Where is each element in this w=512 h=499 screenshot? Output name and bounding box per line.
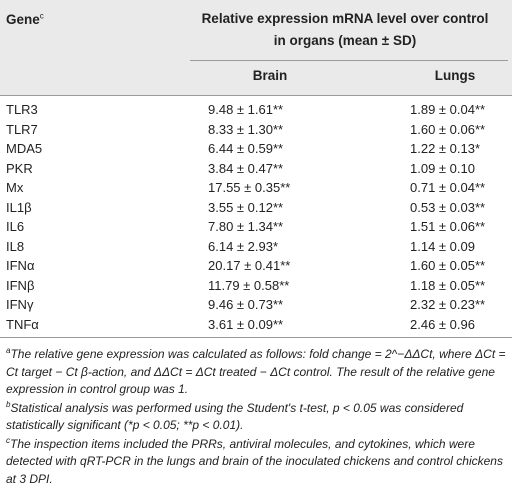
brain-cell: 7.80 ± 1.34** (208, 219, 284, 234)
gene-cell: IL8 (6, 238, 25, 254)
table-row: IFNβ 11.79 ± 0.58** 1.18 ± 0.05** (0, 276, 512, 296)
footnote-mark: b (6, 399, 11, 409)
table-header-band (0, 0, 512, 95)
header-divider (190, 60, 508, 61)
gene-cell: TLR3 (6, 102, 38, 117)
footnote-text: Statistical analysis was performed using… (6, 400, 464, 433)
brain-cell: 11.79 ± 0.58** (208, 277, 290, 293)
brain-cell: 8.33 ± 1.30** (208, 121, 284, 137)
lungs-cell: 0.71 ± 0.04** (410, 180, 486, 195)
lungs-cell: 1.60 ± 0.05** (410, 258, 486, 273)
brain-cell: 9.48 ± 1.61** (208, 102, 284, 117)
gene-header-label: Gene (6, 12, 40, 27)
footnote-c: cThe inspection items included the PRRs,… (0, 436, 512, 489)
brain-cell: 6.44 ± 0.59** (208, 141, 284, 156)
lungs-column-header: Lungs (434, 68, 476, 83)
table-row: TNFα 3.61 ± 0.09** 2.46 ± 0.96 (0, 315, 512, 335)
table-row: IFNγ 9.46 ± 0.73** 2.32 ± 0.23** (0, 295, 512, 315)
footnote-text: The relative gene expression was calcula… (6, 347, 506, 396)
lungs-cell: 1.51 ± 0.06** (410, 219, 486, 234)
table-row: IL8 6.14 ± 2.93* 1.14 ± 0.09 (0, 237, 512, 257)
table-top-rule (0, 95, 512, 96)
table-bottom-rule (0, 337, 512, 338)
table-footnotes: aThe relative gene expression was calcul… (0, 346, 512, 489)
table-row: PKR 3.84 ± 0.47** 1.09 ± 0.10 (0, 159, 512, 179)
brain-cell: 6.14 ± 2.93* (208, 238, 279, 254)
gene-cell: IFNα (6, 258, 35, 273)
lungs-cell: 1.89 ± 0.04** (410, 102, 486, 117)
table-row: IL1β 3.55 ± 0.12** 0.53 ± 0.03** (0, 198, 512, 218)
footnote-a: aThe relative gene expression was calcul… (0, 346, 512, 399)
brain-cell: 3.61 ± 0.09** (208, 316, 284, 332)
gene-cell: IFNβ (6, 277, 35, 293)
gene-cell: TLR7 (6, 121, 38, 137)
table-row: MDA5 6.44 ± 0.59** 1.22 ± 0.13* (0, 139, 512, 159)
footnote-text: The inspection items included the PRRs, … (6, 436, 503, 486)
lungs-cell: 1.14 ± 0.09 (410, 238, 475, 254)
lungs-cell: 0.53 ± 0.03** (410, 199, 486, 215)
lungs-cell: 1.18 ± 0.05** (410, 277, 486, 293)
gene-cell: MDA5 (6, 141, 43, 156)
gene-cell: IL1β (6, 199, 32, 215)
lungs-cell: 1.09 ± 0.10 (410, 160, 475, 176)
gene-cell: IFNγ (6, 297, 34, 312)
lungs-cell: 1.60 ± 0.06** (410, 121, 486, 137)
table-body: TLR3 9.48 ± 1.61** 1.89 ± 0.04** TLR7 8.33 … (0, 100, 512, 334)
table-row: TLR3 9.48 ± 1.61** 1.89 ± 0.04** (0, 100, 512, 120)
gene-cell: IL6 (6, 219, 25, 234)
gene-cell: PKR (6, 160, 33, 176)
relative-expression-header-line1: Relative expression mRNA level over cont… (201, 11, 489, 26)
footnote-mark: a (6, 346, 11, 355)
gene-column-header: Genec (6, 12, 44, 27)
relative-expression-header-line2: in organs (mean ± SD) (273, 33, 417, 48)
brain-cell: 3.84 ± 0.47** (208, 160, 284, 176)
brain-cell: 3.55 ± 0.12** (208, 199, 284, 215)
brain-column-header: Brain (252, 68, 288, 83)
gene-cell: TNFα (6, 316, 39, 332)
footnote-b: bStatistical analysis was performed usin… (0, 400, 512, 435)
gene-cell: Mx (6, 180, 24, 195)
table-row: TLR7 8.33 ± 1.30** 1.60 ± 0.06** (0, 120, 512, 140)
footnote-mark: c (6, 435, 10, 445)
table-row: IL6 7.80 ± 1.34** 1.51 ± 0.06** (0, 217, 512, 237)
gene-header-footnote-mark: c (39, 11, 44, 21)
lungs-cell: 1.22 ± 0.13* (410, 141, 481, 156)
brain-cell: 9.46 ± 0.73** (208, 297, 284, 312)
brain-cell: 17.55 ± 0.35** (208, 180, 291, 195)
lungs-cell: 2.46 ± 0.96 (410, 316, 475, 332)
brain-cell: 20.17 ± 0.41** (208, 258, 291, 273)
table-row: IFNα 20.17 ± 0.41** 1.60 ± 0.05** (0, 256, 512, 276)
table-row: Mx 17.55 ± 0.35** 0.71 ± 0.04** (0, 178, 512, 198)
lungs-cell: 2.32 ± 0.23** (410, 297, 486, 312)
